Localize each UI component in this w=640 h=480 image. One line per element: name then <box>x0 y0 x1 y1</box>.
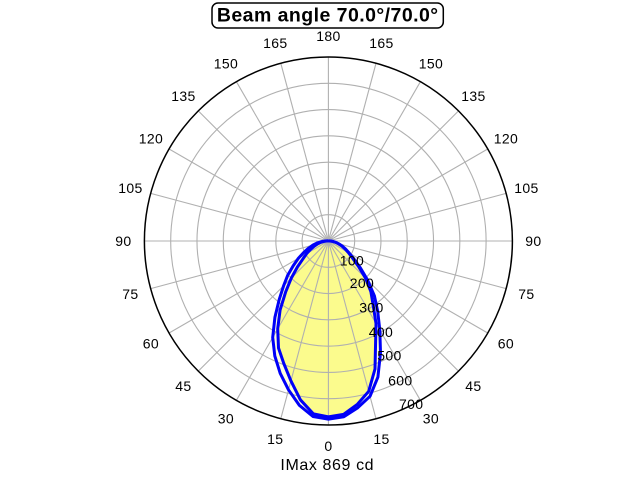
svg-text:700: 700 <box>399 396 423 412</box>
svg-text:60: 60 <box>498 336 514 352</box>
svg-text:45: 45 <box>175 378 191 394</box>
svg-text:300: 300 <box>359 299 383 315</box>
svg-text:IMax 869 cd: IMax 869 cd <box>280 457 374 474</box>
svg-text:105: 105 <box>514 180 538 196</box>
svg-text:120: 120 <box>494 131 518 147</box>
svg-text:165: 165 <box>263 35 287 51</box>
svg-text:15: 15 <box>373 431 389 447</box>
svg-text:600: 600 <box>388 373 412 389</box>
svg-text:75: 75 <box>518 286 534 302</box>
svg-text:0: 0 <box>324 438 332 454</box>
svg-text:200: 200 <box>350 275 374 291</box>
svg-text:150: 150 <box>214 56 238 72</box>
svg-text:500: 500 <box>377 347 401 363</box>
svg-text:15: 15 <box>267 431 283 447</box>
svg-text:60: 60 <box>143 336 159 352</box>
svg-text:400: 400 <box>369 324 393 340</box>
svg-text:120: 120 <box>139 131 163 147</box>
svg-text:135: 135 <box>171 88 195 104</box>
svg-text:100: 100 <box>340 252 364 268</box>
svg-text:150: 150 <box>419 56 443 72</box>
svg-text:30: 30 <box>218 411 234 427</box>
svg-text:90: 90 <box>115 233 131 249</box>
svg-text:105: 105 <box>118 180 142 196</box>
svg-text:45: 45 <box>465 378 481 394</box>
svg-text:135: 135 <box>461 88 485 104</box>
svg-text:90: 90 <box>525 233 541 249</box>
svg-text:30: 30 <box>423 411 439 427</box>
svg-text:180: 180 <box>316 28 340 44</box>
svg-text:165: 165 <box>369 35 393 51</box>
svg-text:Beam angle 70.0°/70.0°: Beam angle 70.0°/70.0° <box>217 5 439 27</box>
svg-text:75: 75 <box>122 286 138 302</box>
